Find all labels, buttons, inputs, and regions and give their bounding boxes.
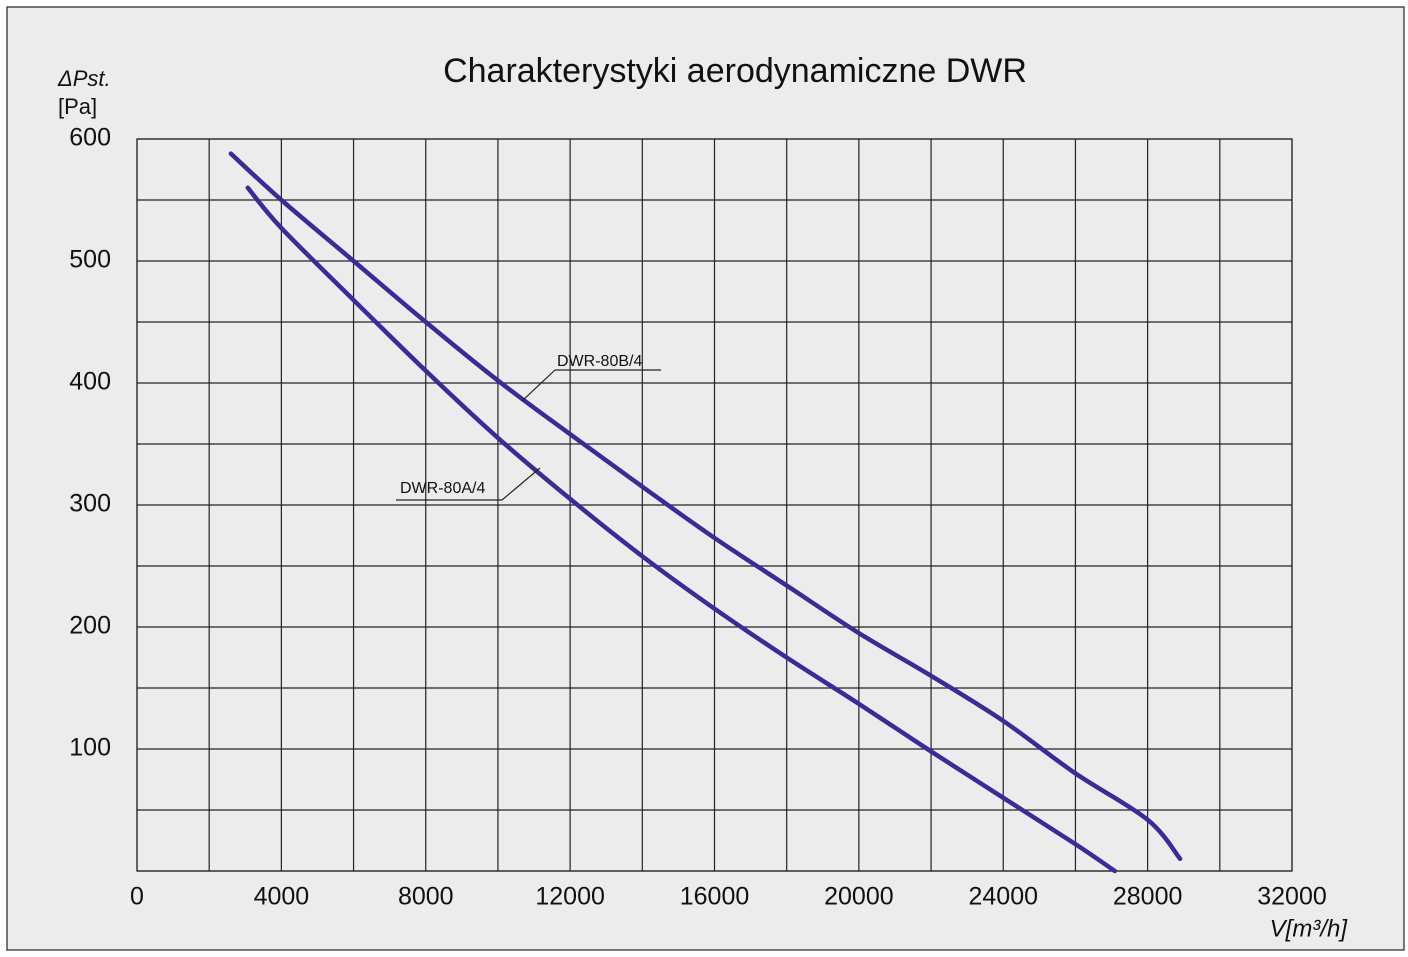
x-tick-label: 32000 bbox=[1257, 883, 1327, 911]
leader-line bbox=[501, 467, 541, 501]
y-tick-label: 300 bbox=[69, 490, 111, 518]
legend-label: DWR-80B/4 bbox=[557, 353, 642, 370]
y-tick-label: 200 bbox=[69, 612, 111, 640]
x-axis-label: V[m³/h] bbox=[1270, 915, 1349, 942]
x-tick-label: 20000 bbox=[824, 883, 894, 911]
y-tick-label: 500 bbox=[69, 246, 111, 274]
curve bbox=[228, 151, 1183, 862]
x-tick-label: 8000 bbox=[398, 883, 454, 911]
x-tick-label: 16000 bbox=[680, 883, 750, 911]
x-tick-label: 0 bbox=[130, 883, 144, 911]
y-axis-label: ΔPst. bbox=[57, 66, 111, 91]
curve bbox=[245, 185, 1118, 874]
x-tick-label: 4000 bbox=[254, 883, 310, 911]
legend-label: DWR-80A/4 bbox=[400, 480, 485, 497]
x-tick-label: 28000 bbox=[1113, 883, 1183, 911]
frame bbox=[6, 6, 1405, 951]
y-tick-label: 100 bbox=[69, 734, 111, 762]
leader-line bbox=[521, 369, 556, 402]
x-tick-label: 24000 bbox=[968, 883, 1038, 911]
y-tick-label: 400 bbox=[69, 368, 111, 396]
x-tick-label: 12000 bbox=[535, 883, 605, 911]
y-tick-label: 600 bbox=[69, 124, 111, 152]
y-axis-unit: [Pa] bbox=[58, 94, 97, 119]
chart-title: Charakterystyki aerodynamiczne DWR bbox=[443, 52, 1027, 90]
